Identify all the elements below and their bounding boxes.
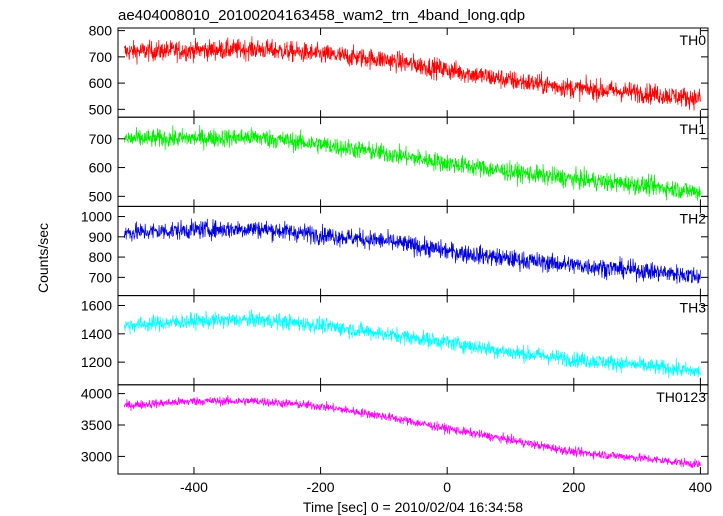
- panel-th0: 500 600 700 800 TH0: [89, 23, 709, 118]
- series-line-th1: [123, 124, 701, 201]
- y-tick-label: 700: [89, 269, 113, 285]
- y-tick-label: 500: [89, 101, 113, 117]
- y-tick-label: 1200: [81, 354, 112, 370]
- x-axis: -400 -200 0 200 400: [180, 479, 712, 495]
- y-tick-label: 900: [89, 229, 113, 245]
- y-tick-label: 4000: [81, 386, 112, 402]
- series-line-th0123: [123, 395, 701, 469]
- panel-label-th1: TH1: [680, 121, 707, 137]
- panel-label-th0123: TH0123: [656, 389, 706, 405]
- panel-frame: [117, 27, 709, 118]
- panel-frame: [117, 116, 709, 207]
- y-tick-label: 500: [89, 188, 113, 204]
- x-tick-label: 200: [562, 479, 586, 495]
- panel-label-th3: TH3: [680, 300, 707, 316]
- panel-th0123: 3000 3500 4000 TH0123: [81, 384, 709, 475]
- y-tick-label: 700: [89, 49, 113, 65]
- y-tick-label: 800: [89, 249, 113, 265]
- panel-th3: 1200 1400 1600 TH3: [81, 295, 709, 386]
- y-tick-label: 1000: [81, 209, 112, 225]
- x-tick-label: 400: [689, 479, 713, 495]
- panel-th1: 500 600 700 TH1: [89, 116, 709, 207]
- series-line-th0: [123, 36, 701, 111]
- y-tick-label: 3500: [81, 417, 112, 433]
- chart-title: ae404008010_20100204163458_wam2_trn_4ban…: [118, 7, 525, 24]
- y-tick-label: 600: [89, 160, 113, 176]
- x-axis-label: Time [sec] 0 = 2010/02/04 16:34:58: [303, 499, 523, 515]
- series-line-th2: [123, 218, 701, 284]
- y-tick-label: 3000: [81, 448, 112, 464]
- series-line-th3: [123, 309, 701, 379]
- panel-frame: [117, 384, 709, 475]
- y-tick-label: 1400: [81, 326, 112, 342]
- x-tick-label: 0: [443, 479, 451, 495]
- y-tick-label: 800: [89, 23, 113, 39]
- panels-group: 500 600 700 800 TH0 500 600 700 TH1 700 800 900 1000…: [81, 23, 709, 475]
- y-tick-label: 1600: [81, 298, 112, 314]
- panel-th2: 700 800 900 1000 TH2: [81, 205, 709, 297]
- x-tick-label: -400: [180, 479, 208, 495]
- panel-label-th0: TH0: [680, 32, 707, 48]
- y-tick-label: 600: [89, 75, 113, 91]
- panel-frame: [117, 295, 709, 386]
- x-tick-label: -200: [307, 479, 335, 495]
- panel-frame: [117, 205, 709, 297]
- panel-label-th2: TH2: [680, 210, 707, 226]
- y-axis-label: Counts/sec: [35, 223, 51, 293]
- y-tick-label: 700: [89, 131, 113, 147]
